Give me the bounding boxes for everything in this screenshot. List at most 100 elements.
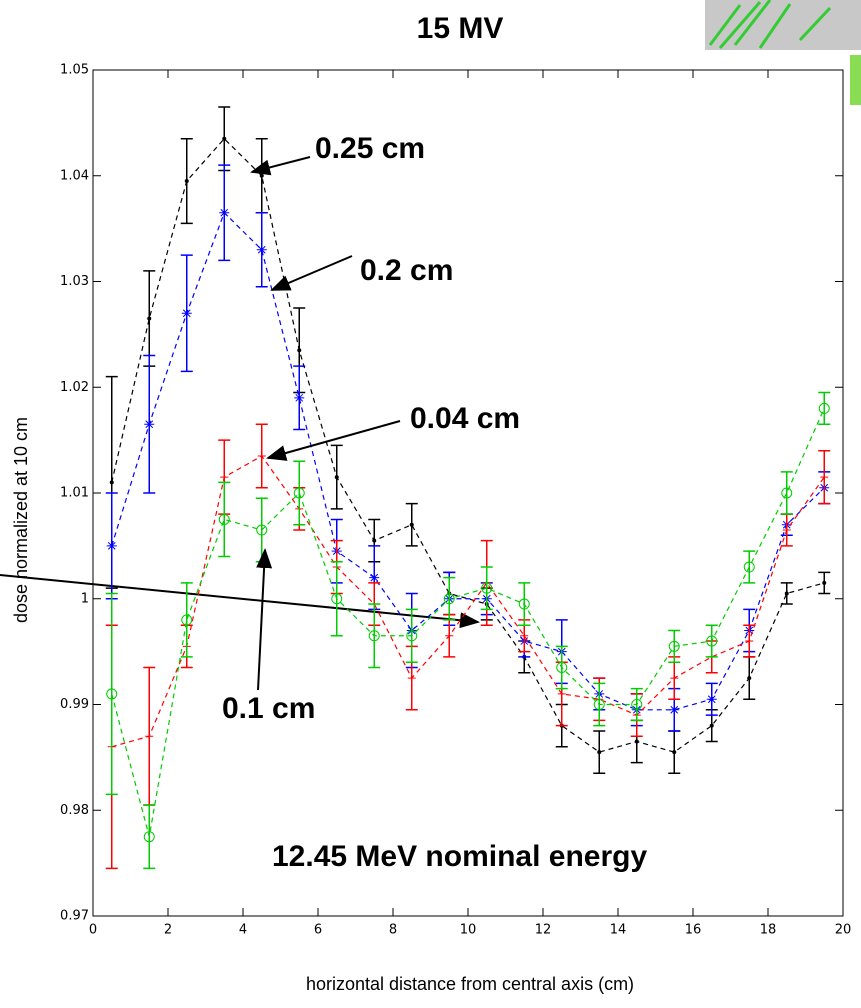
marker (297, 348, 302, 353)
x-axis-label: horizontal distance from central axis (c… (306, 974, 634, 994)
error-bar (593, 682, 606, 727)
marker (257, 451, 266, 460)
marker (782, 526, 791, 535)
marker (222, 136, 227, 141)
marker (556, 661, 568, 673)
marker (597, 750, 602, 755)
marker (144, 419, 155, 430)
error-bar (330, 560, 343, 637)
x-tick-label: 18 (760, 923, 777, 938)
x-tick-label: 20 (835, 923, 852, 938)
error-bar (630, 687, 643, 722)
chart-title: 15 MV (417, 12, 504, 45)
x-tick-label: 6 (314, 923, 322, 938)
marker (184, 179, 189, 184)
series-label: 0.25 cm (315, 132, 425, 165)
marker (631, 699, 643, 710)
marker (668, 640, 680, 652)
marker (407, 674, 416, 683)
x-tick-label: 12 (535, 923, 552, 938)
y-tick-label: 0.99 (60, 697, 89, 712)
y-tick-label: 1 (81, 591, 89, 606)
marker (557, 689, 566, 698)
y-tick-label: 0.98 (60, 803, 89, 818)
y-tick-label: 1.01 (60, 486, 89, 501)
marker (106, 688, 118, 700)
series-line (111, 211, 825, 711)
marker (443, 593, 455, 605)
marker (259, 173, 264, 178)
marker (294, 392, 305, 403)
annotation: 12.45 MeV nominal energy (272, 840, 647, 873)
marker (784, 591, 789, 596)
marker (147, 316, 152, 321)
arrow (0, 574, 480, 629)
error-bar (780, 471, 793, 515)
y-tick-label: 1.02 (60, 380, 89, 395)
x-tick-label: 8 (389, 923, 397, 938)
x-tick-label: 16 (685, 923, 702, 938)
marker (747, 676, 752, 681)
arrow (270, 255, 353, 291)
error-bar (105, 592, 118, 796)
error-bar (255, 497, 268, 563)
marker (593, 699, 605, 710)
marker (709, 723, 714, 728)
marker (181, 308, 192, 319)
marker (706, 694, 717, 705)
error-bar (368, 603, 381, 669)
thumbnail (705, 0, 861, 105)
marker (293, 487, 305, 499)
x-tick-label: 14 (610, 923, 627, 938)
series-label: 0.04 cm (410, 402, 520, 435)
marker (518, 598, 530, 610)
marker (106, 540, 117, 551)
series-line (111, 455, 825, 748)
arrow (250, 156, 311, 176)
marker (822, 580, 827, 585)
marker (669, 704, 680, 715)
error-bar (743, 550, 756, 584)
error-bar (555, 645, 568, 690)
error-bar (818, 391, 831, 426)
error-bar (705, 624, 718, 658)
marker (406, 630, 418, 642)
marker (256, 244, 267, 255)
marker (520, 631, 529, 640)
arrow (266, 420, 401, 461)
marker (143, 831, 155, 843)
x-tick-label: 4 (239, 923, 247, 938)
series-line (111, 408, 825, 837)
plot-frame (92, 69, 844, 917)
error-bar (218, 481, 231, 558)
marker (781, 487, 793, 499)
y-tick-label: 1.03 (60, 274, 89, 289)
error-bar (143, 804, 156, 870)
marker (369, 572, 380, 583)
marker (409, 522, 414, 527)
series-line (111, 137, 825, 753)
marker (481, 582, 493, 594)
marker (372, 538, 377, 543)
marker (256, 524, 268, 536)
y-tick-label: 1.05 (60, 63, 89, 78)
arrow (256, 548, 273, 691)
marker (670, 674, 679, 683)
marker (181, 614, 193, 626)
marker (145, 732, 154, 741)
marker (634, 739, 639, 744)
marker (368, 630, 380, 642)
marker (219, 207, 230, 218)
error-bar (180, 582, 193, 658)
y-tick-label: 0.97 (60, 909, 89, 924)
error-bar (518, 582, 531, 626)
marker (109, 480, 114, 485)
y-tick-label: 1.04 (60, 168, 89, 183)
marker (672, 750, 677, 755)
series-label: 0.2 cm (360, 254, 453, 287)
series-label: 0.1 cm (222, 692, 315, 725)
error-bar (293, 460, 306, 526)
marker (820, 473, 829, 482)
